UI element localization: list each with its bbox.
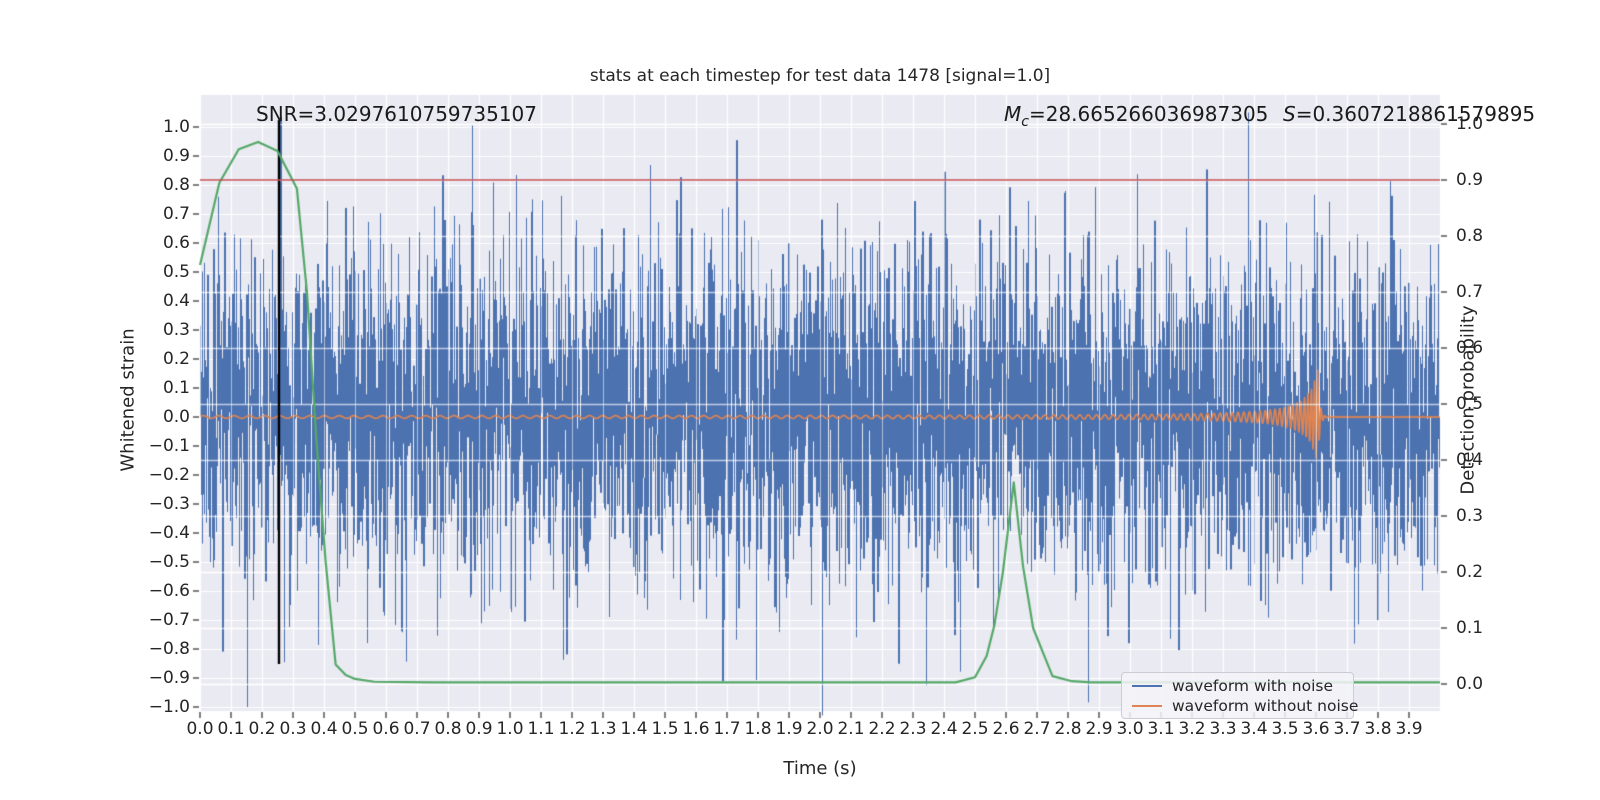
legend-label: waveform with noise <box>1172 676 1333 695</box>
x-tick-label: 3.9 <box>1395 719 1423 739</box>
x-tick-label: 0.0 <box>186 719 214 739</box>
x-tick-label: 0.3 <box>279 719 307 739</box>
y-left-tick-label: 0.4 <box>162 291 190 311</box>
y-left-tick-label: 1.0 <box>162 117 190 137</box>
y-left-tick-label: −0.3 <box>148 494 190 514</box>
s-statistic-annotation: S=0.3607218861579895 <box>1283 102 1536 126</box>
x-tick-label: 1.7 <box>713 719 741 739</box>
x-tick-label: 3.4 <box>1240 719 1268 739</box>
legend-label: waveform without noise <box>1172 696 1359 715</box>
y-left-tick-label: −0.1 <box>148 436 190 456</box>
y-left-tick-label: −1.0 <box>148 697 190 717</box>
legend: waveform with noise waveform without noi… <box>1121 672 1358 719</box>
y-right-tick-label: 0.0 <box>1456 674 1484 694</box>
x-tick-label: 1.5 <box>651 719 679 739</box>
x-tick-label: 3.5 <box>1271 719 1299 739</box>
x-tick-label: 0.9 <box>465 719 493 739</box>
y-left-tick-label: 0.6 <box>162 233 190 253</box>
y-right-tick-label: 0.1 <box>1456 618 1484 638</box>
y-right-tick-label: 0.2 <box>1456 562 1484 582</box>
snr-annotation: SNR=3.0297610759735107 <box>256 102 537 126</box>
chart-title: stats at each timestep for test data 147… <box>589 66 1051 86</box>
x-tick-label: 3.1 <box>1147 719 1175 739</box>
y-right-tick-label: 0.6 <box>1456 338 1484 358</box>
y-right-tick-label: 1.0 <box>1456 114 1484 134</box>
x-tick-label: 2.0 <box>806 719 834 739</box>
y-left-tick-label: −0.5 <box>148 552 190 572</box>
x-tick-label: 2.5 <box>961 719 989 739</box>
y-left-tick-label: 0.8 <box>162 175 190 195</box>
chirp-mass-annotation: Mc=28.665266036987305 <box>1004 102 1269 130</box>
legend-item-noise: waveform with noise <box>1132 676 1343 695</box>
y-right-tick-label: 0.5 <box>1456 394 1484 414</box>
y-left-tick-label: 0.2 <box>162 349 190 369</box>
y-right-tick-label: 0.8 <box>1456 226 1484 246</box>
x-tick-label: 2.8 <box>1054 719 1082 739</box>
x-tick-label: 3.0 <box>1116 719 1144 739</box>
x-tick-label: 0.4 <box>310 719 338 739</box>
y-right-tick-label: 0.9 <box>1456 170 1484 190</box>
x-axis-label: Time (s) <box>783 758 857 779</box>
y-left-tick-label: −0.8 <box>148 639 190 659</box>
x-tick-label: 2.3 <box>899 719 927 739</box>
x-tick-label: 0.1 <box>217 719 245 739</box>
y-left-tick-label: 0.3 <box>162 320 190 340</box>
x-tick-label: 1.1 <box>527 719 555 739</box>
y-left-tick-label: 0.7 <box>162 204 190 224</box>
y-right-tick-label: 0.4 <box>1456 450 1484 470</box>
y-left-tick-label: 0.9 <box>162 146 190 166</box>
y-left-tick-label: 0.5 <box>162 262 190 282</box>
x-tick-label: 0.8 <box>434 719 462 739</box>
x-tick-label: 3.3 <box>1209 719 1237 739</box>
x-tick-label: 2.2 <box>868 719 896 739</box>
x-tick-label: 0.5 <box>341 719 369 739</box>
y-left-tick-label: −0.7 <box>148 610 190 630</box>
x-tick-label: 3.7 <box>1333 719 1361 739</box>
x-tick-label: 0.2 <box>248 719 276 739</box>
legend-item-signal: waveform without noise <box>1132 696 1358 715</box>
y-left-tick-label: −0.9 <box>148 668 190 688</box>
x-tick-label: 3.8 <box>1364 719 1392 739</box>
x-tick-label: 3.6 <box>1302 719 1330 739</box>
x-tick-label: 0.7 <box>403 719 431 739</box>
legend-line-blue <box>1132 684 1162 687</box>
x-tick-label: 2.4 <box>930 719 958 739</box>
x-tick-label: 2.7 <box>1023 719 1051 739</box>
x-tick-label: 1.2 <box>558 719 586 739</box>
y-right-tick-label: 0.3 <box>1456 506 1484 526</box>
legend-line-orange <box>1132 704 1162 707</box>
x-tick-label: 1.3 <box>589 719 617 739</box>
x-tick-label: 2.1 <box>837 719 865 739</box>
y-right-tick-label: 0.7 <box>1456 282 1484 302</box>
x-tick-label: 2.6 <box>992 719 1020 739</box>
y-axis-label-left: Whitened strain <box>117 328 139 472</box>
y-left-tick-label: 0.1 <box>162 378 190 398</box>
y-left-tick-label: −0.6 <box>148 581 190 601</box>
x-tick-label: 1.0 <box>496 719 524 739</box>
x-tick-label: 1.4 <box>620 719 648 739</box>
x-tick-label: 1.9 <box>775 719 803 739</box>
y-left-tick-label: −0.4 <box>148 523 190 543</box>
x-tick-label: 1.6 <box>682 719 710 739</box>
x-tick-label: 0.6 <box>372 719 400 739</box>
y-left-tick-label: −0.2 <box>148 465 190 485</box>
y-left-tick-label: 0.0 <box>162 407 190 427</box>
x-tick-label: 2.9 <box>1085 719 1113 739</box>
x-tick-label: 3.2 <box>1178 719 1206 739</box>
x-tick-label: 1.8 <box>744 719 772 739</box>
